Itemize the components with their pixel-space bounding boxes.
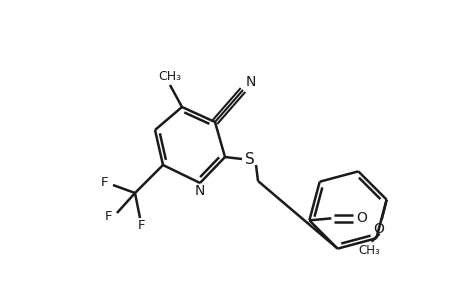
- Text: F: F: [138, 220, 146, 232]
- Text: F: F: [101, 176, 108, 188]
- Text: O: O: [372, 222, 383, 236]
- Text: CH₃: CH₃: [358, 244, 380, 257]
- Text: S: S: [245, 152, 254, 166]
- Text: O: O: [355, 212, 366, 225]
- Text: CH₃: CH₃: [158, 70, 181, 83]
- Text: N: N: [195, 184, 205, 198]
- Text: N: N: [245, 75, 256, 89]
- Text: F: F: [105, 211, 112, 224]
